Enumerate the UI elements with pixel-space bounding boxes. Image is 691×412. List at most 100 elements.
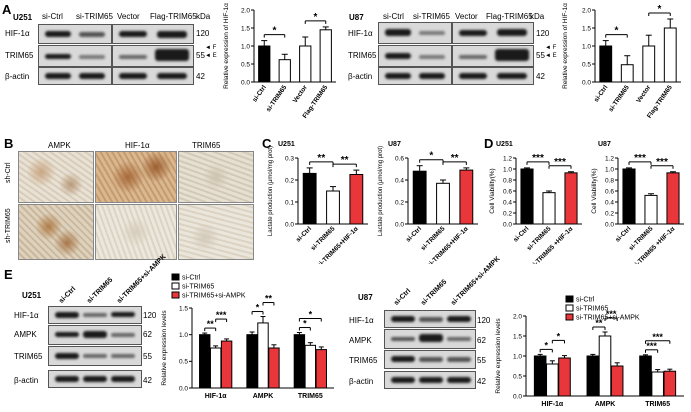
y-tick-label: 0.5 [513,373,522,380]
bar [663,27,677,83]
protein-label: TRIM65 [5,51,34,60]
y-tick-label: 2.0 [513,313,522,320]
lane-label: Flag-TRIM65 [486,12,533,21]
y-tick-label: 0.1 [285,199,294,206]
legend-label: si-TRIM65+si-AMPK [182,293,246,300]
x-tick-label: si-Ctrl [251,84,268,104]
kda-value: 120 [477,316,491,325]
y-tick-label: 0.0 [285,221,294,228]
panel-label-b: B [4,136,14,151]
y-tick-label: 0.0 [605,221,614,228]
blot-strip [112,45,194,67]
legend-swatch [171,282,180,290]
legend-label: si-TRIM65 [182,284,214,291]
blot-strip [452,45,534,67]
arrow-label: ◄ F [205,45,217,51]
significance-label: * [256,303,260,313]
y-axis-label: Lactate production (μmol/mg prot) [268,146,274,236]
bar [246,334,258,389]
y-tick-label: 2.0 [241,7,250,14]
arrow-label: ◄ F [545,45,557,51]
x-tick-label: AMPK [595,401,616,408]
protein-label: TRIM65 [14,352,43,361]
x-tick-label: AMPK [253,393,274,400]
y-tick-label: 1.0 [582,43,591,50]
blot-strip [38,24,112,44]
significance-label: * [314,12,318,23]
cell-line-label: U87 [358,293,373,302]
ihc-image [18,151,94,203]
y-tick-label: 1.0 [605,166,614,173]
kda-label: kDa [530,12,545,21]
kda-value: 120 [143,311,157,320]
lane-label: si-Ctrl [393,287,413,307]
blot-strip [48,346,142,366]
lane-label: Vector [455,12,478,21]
protein-label: AMPK [14,330,37,339]
bar [199,334,211,389]
significance-label: * [615,26,619,37]
y-axis-label: Relative expression levels [161,310,168,386]
legend-label: si-TRIM65 [576,306,608,313]
protein-label: AMPK [349,336,372,345]
bar [278,59,291,83]
lane-label: si-Ctrl [58,285,78,305]
kda-label: kDa [196,12,211,21]
ihc-image [178,204,254,260]
significance-label: * [544,340,548,350]
y-tick-label: 1.2 [503,155,512,162]
y-tick-label: 0.2 [605,210,614,217]
y-tick-label: 0.5 [241,61,250,68]
y-axis-label: Cell Viability(%) [591,168,598,213]
bar [642,45,656,83]
ihc-col-label: TRIM65 [192,141,221,150]
y-tick-label: 0.0 [179,385,188,392]
cell-line-label: U87 [598,141,611,148]
cell-line-label: U87 [388,141,401,148]
y-tick-label: 2.0 [582,7,591,14]
chart-c-u87: 0.0 0.2 0.4 0.6 Lactate production (μmol/mg … [378,141,478,264]
blot-strip [384,329,476,349]
significance-label: *** [532,153,544,164]
significance-label: * [429,151,433,162]
ihc-row-label: sh-TRIM65 [5,208,12,243]
y-tick-label: 1.2 [605,155,614,162]
bar [349,174,364,225]
significance-label: ** [341,155,349,166]
ihc-image [18,204,94,260]
bar [257,322,269,389]
lane-label: si-TRIM65 [76,12,113,21]
ihc-image [95,204,177,260]
significance-label: * [309,310,313,320]
ihc-image [95,151,177,203]
kda-value: 42 [536,72,545,81]
kda-value: 55 [536,51,545,60]
lane-label: si-Ctrl [383,12,404,21]
y-tick-label: 0.8 [503,177,512,184]
x-tick-label: TRIM65 [298,393,323,400]
blot-strip [38,45,112,67]
cell-line-label: U251 [278,141,295,148]
y-tick-label: 0.2 [503,210,512,217]
blot-strip [48,325,142,345]
cell-line-label: U251 [13,13,33,22]
significance-label: * [273,26,277,37]
protein-label: HIF-1α [349,316,374,325]
ihc-image [178,151,254,203]
panel-label-a: A [2,2,12,17]
arrow-label: ◄ E [205,53,217,59]
protein-label: HIF-1α [348,29,373,38]
chart-a-u87: 0.0 0.5 1.0 1.5 2.0 Relative expression of HI… [562,3,681,120]
cell-line-label: U251 [496,141,513,148]
bar [412,170,427,225]
y-axis-label: Lactate production (μmol/mg prot) [378,146,384,236]
blot-strip [452,67,534,85]
x-tick-label: Vector [292,84,309,105]
bar [620,64,634,83]
significance-label: *** [646,341,657,351]
bar [542,192,556,225]
ihc-col-label: AMPK [48,141,71,150]
y-tick-label: 0.4 [503,199,512,206]
lane-label: Vector [117,12,140,21]
blot-strip [378,67,452,85]
